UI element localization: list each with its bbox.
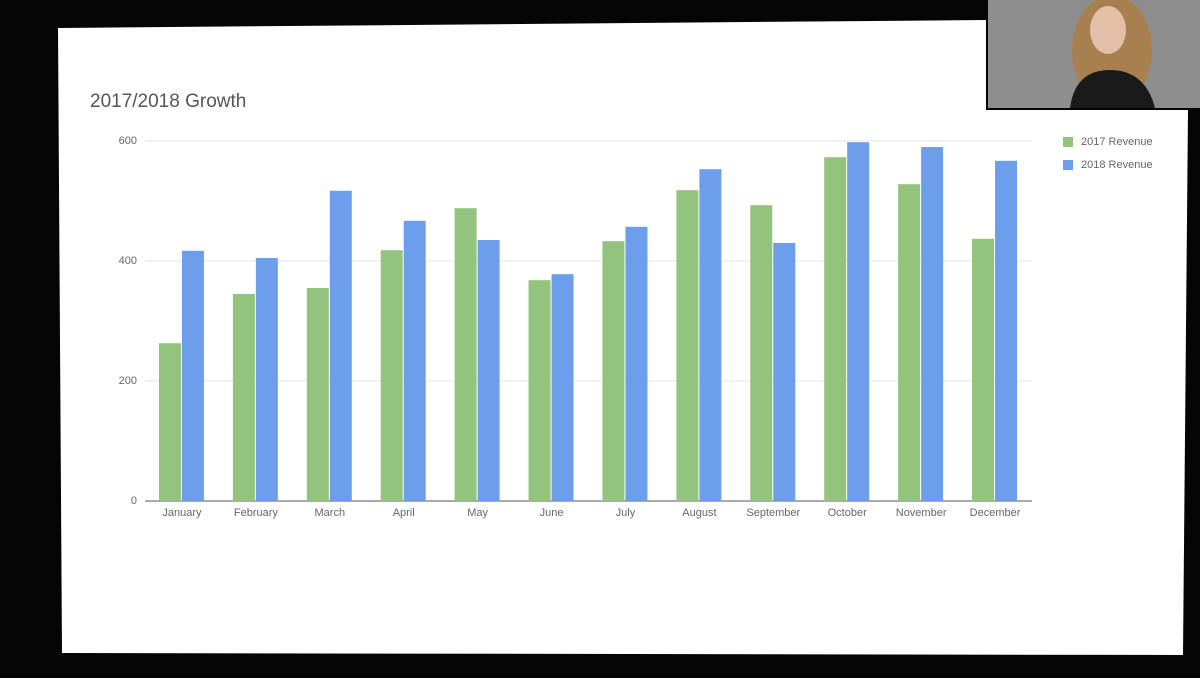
- bar: [602, 241, 625, 501]
- bar: [380, 250, 403, 501]
- bar: [972, 238, 995, 502]
- bar: [676, 190, 699, 501]
- bar: [528, 280, 551, 501]
- bar: [403, 220, 426, 502]
- y-tick-label: 400: [119, 255, 137, 267]
- x-tick-label: December: [970, 507, 1021, 519]
- bar: [847, 142, 870, 501]
- x-tick-label: April: [393, 507, 415, 519]
- y-tick-label: 200: [119, 375, 137, 387]
- bar: [306, 288, 329, 501]
- bar: [625, 226, 648, 502]
- person-face: [1090, 6, 1126, 54]
- bar: [995, 160, 1018, 502]
- x-tick-label: July: [616, 507, 636, 519]
- bar: [477, 240, 500, 501]
- legend-swatch: [1063, 137, 1073, 147]
- x-tick-label: March: [315, 507, 346, 519]
- bar: [255, 258, 278, 501]
- bar: [158, 343, 181, 501]
- y-tick-label: 0: [131, 495, 137, 507]
- bar: [181, 250, 204, 501]
- x-tick-label: May: [467, 507, 488, 519]
- bar: [824, 157, 847, 501]
- bar: [898, 184, 921, 501]
- webcam: [988, 0, 1200, 108]
- x-tick-label: September: [746, 507, 800, 519]
- x-tick-label: November: [896, 507, 947, 519]
- bar: [551, 274, 574, 501]
- legend-swatch: [1063, 160, 1073, 170]
- legend-label: 2018 Revenue: [1081, 159, 1153, 171]
- bar: [773, 243, 796, 501]
- x-tick-label: January: [162, 507, 202, 519]
- bar: [921, 147, 944, 501]
- x-tick-label: June: [540, 507, 564, 519]
- bar: [699, 169, 722, 501]
- x-tick-label: February: [234, 507, 279, 519]
- person-body: [1070, 70, 1155, 108]
- bar: [232, 294, 255, 501]
- bar: [329, 190, 352, 502]
- x-tick-label: October: [828, 507, 867, 519]
- y-tick-label: 600: [119, 135, 137, 147]
- bar: [454, 208, 477, 501]
- x-tick-label: August: [682, 507, 716, 519]
- legend-label: 2017 Revenue: [1081, 136, 1153, 148]
- chart-title: 2017/2018 Growth: [90, 91, 246, 112]
- bar: [750, 205, 773, 501]
